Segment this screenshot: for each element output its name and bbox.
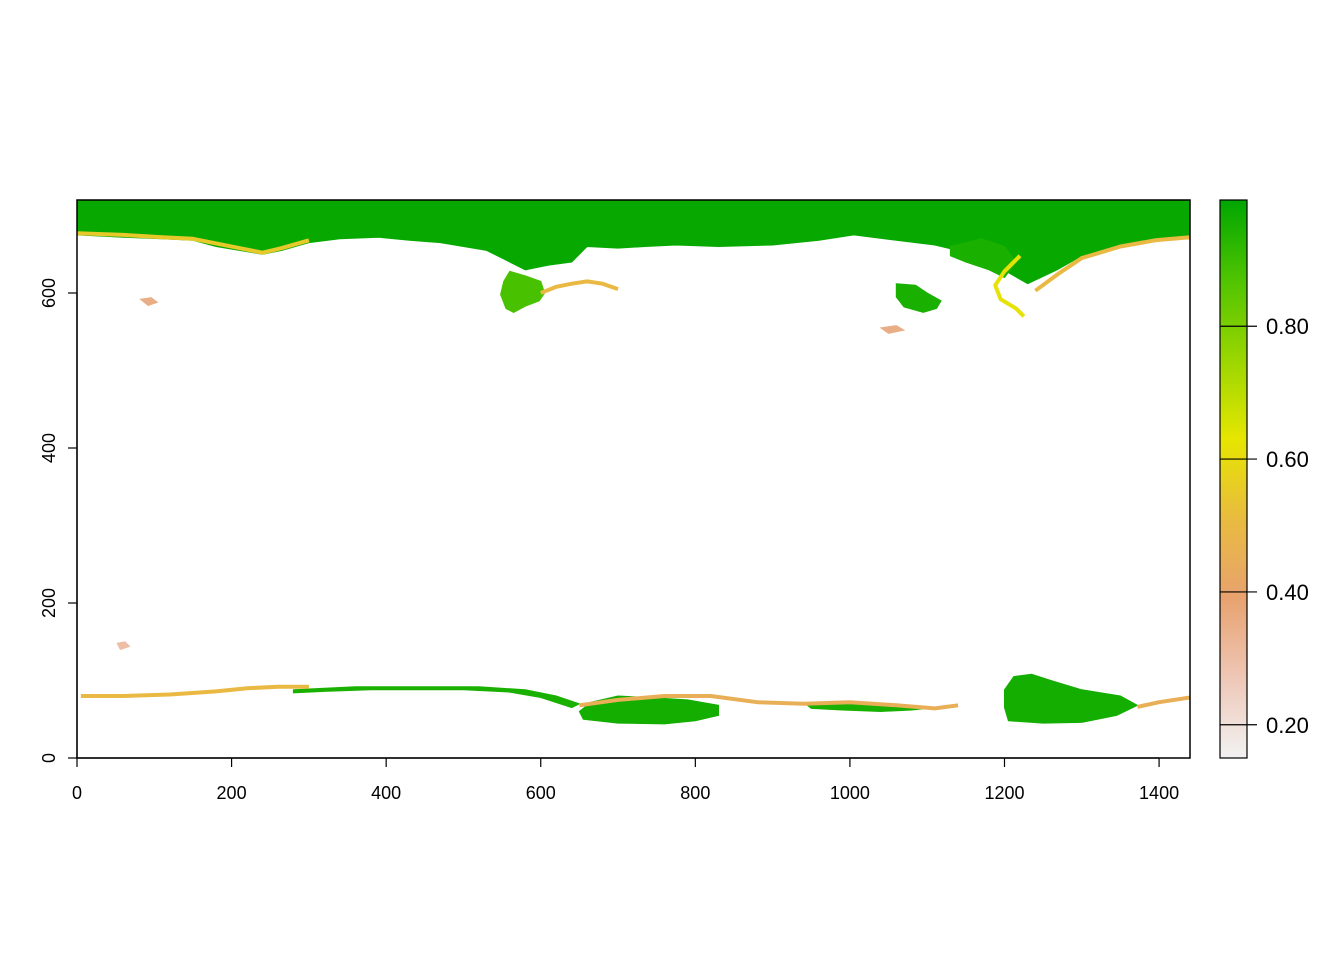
y-axis: 0 200 400 600 bbox=[39, 278, 78, 763]
region-eurasia-lobe-a bbox=[895, 283, 942, 313]
colorbar-gradient bbox=[1219, 199, 1248, 759]
colorbar-tick-label: 0.40 bbox=[1266, 580, 1309, 605]
region-peninsula-fringe bbox=[540, 279, 619, 295]
region-northern-specks-east bbox=[879, 325, 906, 334]
region-greenland-fringe bbox=[1034, 235, 1190, 293]
x-axis: 0 200 400 600 800 1000 1200 1400 bbox=[72, 757, 1179, 803]
region-southern-continent-east bbox=[1004, 673, 1139, 724]
region-southern-coastal-strip bbox=[292, 686, 581, 709]
region-southern-fringe-mid bbox=[579, 694, 959, 711]
region-europe-arm bbox=[993, 254, 1026, 318]
x-tick-label: 800 bbox=[680, 783, 710, 803]
colorbar: 0.20 0.40 0.60 0.80 bbox=[1219, 199, 1309, 759]
x-tick-label: 0 bbox=[72, 783, 82, 803]
region-northern-specks-west bbox=[139, 297, 159, 306]
raster-layer bbox=[77, 200, 1190, 725]
colorbar-tick-label: 0.60 bbox=[1266, 447, 1309, 472]
region-southern-fringe-west bbox=[80, 684, 309, 698]
x-tick-label: 200 bbox=[217, 783, 247, 803]
y-tick-label: 600 bbox=[39, 278, 59, 308]
colorbar-tick-label: 0.80 bbox=[1266, 314, 1309, 339]
region-southern-continent-west bbox=[578, 695, 719, 725]
x-tick-label: 600 bbox=[526, 783, 556, 803]
region-northern-inlet-fringe bbox=[77, 231, 310, 255]
colorbar-ticks: 0.20 0.40 0.60 0.80 bbox=[1220, 314, 1309, 738]
plot-frame bbox=[76, 199, 1191, 759]
region-eurasia-lobe-b bbox=[949, 238, 1017, 279]
x-tick-label: 1000 bbox=[830, 783, 870, 803]
x-tick-label: 1400 bbox=[1139, 783, 1179, 803]
y-tick-label: 400 bbox=[39, 433, 59, 463]
region-northern-polar-band bbox=[77, 200, 1190, 285]
region-southern-fringe-east bbox=[1136, 695, 1190, 709]
region-southern-specks bbox=[116, 641, 131, 651]
y-tick-label: 200 bbox=[39, 588, 59, 618]
colorbar-tick-label: 0.20 bbox=[1266, 713, 1309, 738]
region-scandinavia-peninsula bbox=[500, 270, 546, 313]
y-tick-label: 0 bbox=[39, 753, 59, 763]
x-tick-label: 1200 bbox=[984, 783, 1024, 803]
x-tick-label: 400 bbox=[371, 783, 401, 803]
